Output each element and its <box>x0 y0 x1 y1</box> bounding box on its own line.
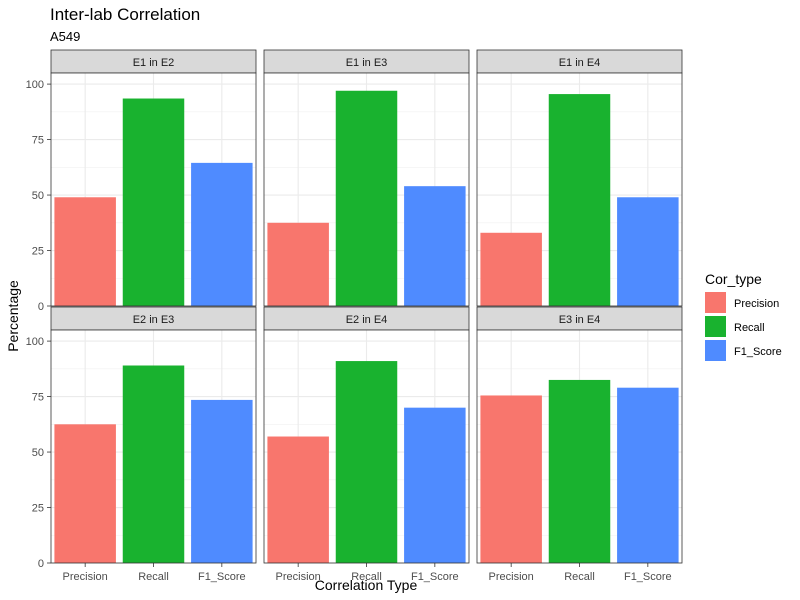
x-tick-label: Recall <box>138 571 169 583</box>
x-tick-label: F1_Score <box>624 571 672 583</box>
panel-border <box>263 72 470 307</box>
y-tick-label: 50 <box>32 190 44 202</box>
facet-panel: E1 in E2 <box>50 49 257 307</box>
bar-recall <box>335 361 398 563</box>
bar-recall <box>122 365 185 563</box>
facet-panels: E1 in E2 E1 in E3 E1 in E4 E2 in E3 E2 in E4… <box>50 49 683 564</box>
bar-recall <box>548 379 611 563</box>
x-tick-label: Precision <box>489 571 534 583</box>
bar-f1-score <box>404 186 466 306</box>
facet-strip-label: E1 in E4 <box>559 57 601 69</box>
bar-f1-score <box>617 387 679 563</box>
legend-title: Cor_type <box>705 271 762 287</box>
legend-label: Recall <box>734 322 765 334</box>
bar-f1-score <box>191 162 253 306</box>
y-axis-title: Percentage <box>5 280 21 352</box>
bar-recall <box>548 94 611 306</box>
y-tick-labels: 0 25 50 75 100 0 25 50 75 100 <box>26 79 51 570</box>
facet-panel: E2 in E3 <box>50 306 257 564</box>
legend-label: F1_Score <box>734 346 782 358</box>
bar-f1-score <box>191 399 253 563</box>
bar-precision <box>267 222 329 306</box>
bar-recall <box>122 98 185 307</box>
y-tick-label: 100 <box>26 79 44 91</box>
legend: Cor_type Precision Recall F1_Score <box>705 271 782 361</box>
bar-precision <box>480 232 542 306</box>
y-tick-label: 25 <box>32 503 44 515</box>
facet-strip-label: E1 in E3 <box>346 57 388 69</box>
y-tick-label: 100 <box>26 336 44 348</box>
y-tick-label: 25 <box>32 246 44 258</box>
panel-border <box>476 72 683 307</box>
legend-swatch <box>705 340 726 361</box>
legend-label: Precision <box>734 298 779 310</box>
bar-f1-score <box>404 407 466 563</box>
facet-strip-label: E2 in E4 <box>346 314 388 326</box>
facet-panel: E1 in E4 <box>476 49 683 307</box>
legend-swatch <box>705 316 726 337</box>
facet-strip-label: E1 in E2 <box>133 57 175 69</box>
legend-entry: F1_Score <box>705 340 782 361</box>
chart-title: Inter-lab Correlation <box>50 5 200 24</box>
bar-precision <box>54 424 116 563</box>
bar-recall <box>335 90 398 306</box>
x-tick-label: Recall <box>351 571 382 583</box>
x-axis-title: Correlation Type <box>315 577 418 593</box>
panel-border <box>50 72 257 307</box>
x-tick-label: Recall <box>564 571 595 583</box>
bar-precision <box>54 197 116 306</box>
facet-panel: E3 in E4 <box>476 306 683 564</box>
x-tick-label: F1_Score <box>198 571 246 583</box>
y-tick-label: 75 <box>32 392 44 404</box>
chart-subtitle: A549 <box>50 29 80 44</box>
legend-swatch <box>705 292 726 313</box>
y-tick-label: 0 <box>38 558 44 570</box>
bar-precision <box>480 395 542 563</box>
x-tick-label: Precision <box>63 571 108 583</box>
y-tick-label: 50 <box>32 447 44 459</box>
facet-strip-label: E2 in E3 <box>133 314 175 326</box>
y-tick-label: 0 <box>38 301 44 313</box>
bar-f1-score <box>617 197 679 306</box>
facet-strip-label: E3 in E4 <box>559 314 601 326</box>
facet-panel: E1 in E3 <box>263 49 470 307</box>
facet-panel: E2 in E4 <box>263 306 470 564</box>
y-tick-label: 75 <box>32 135 44 147</box>
bar-precision <box>267 436 329 563</box>
x-tick-labels: Precision Recall F1_Score Precision Recall F1… <box>63 563 672 583</box>
legend-entry: Recall <box>705 316 765 337</box>
x-tick-label: F1_Score <box>411 571 459 583</box>
legend-entry: Precision <box>705 292 779 313</box>
x-tick-label: Precision <box>276 571 321 583</box>
